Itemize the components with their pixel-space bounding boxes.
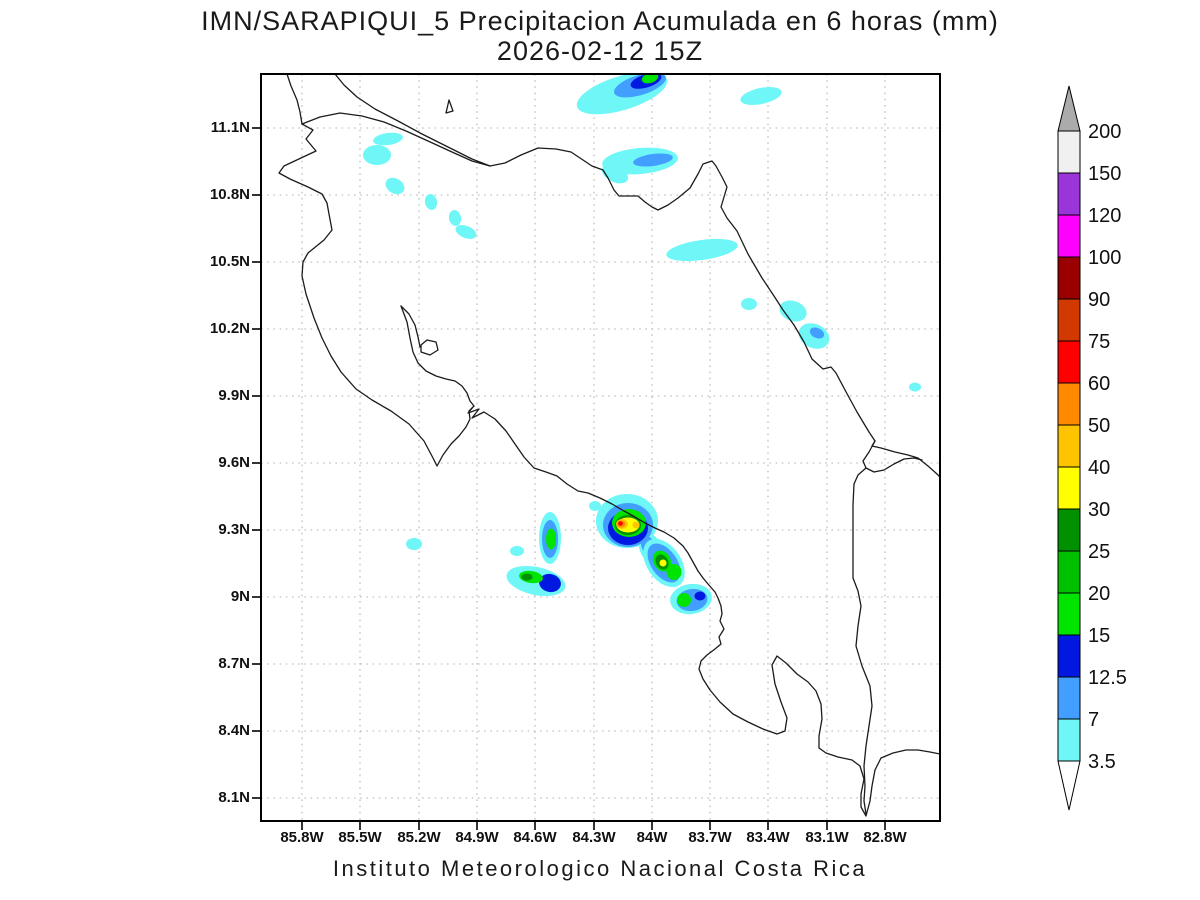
precip-dot <box>741 298 757 310</box>
colorbar-label: 150 <box>1088 163 1122 185</box>
lon-tick-label: 85.2W <box>397 829 441 846</box>
lon-tick-label: 85.5W <box>338 829 382 846</box>
colorbar-label: 3.5 <box>1088 751 1116 773</box>
precip-cell-north-patch <box>601 147 678 184</box>
lat-tick-label: 8.1N <box>218 789 250 806</box>
precip-cell-south-chain <box>670 583 712 615</box>
gulf-estuary-branch <box>400 305 421 348</box>
colorbar-label: 75 <box>1088 331 1111 353</box>
colorbar-label: 20 <box>1088 583 1111 605</box>
colorbar-label: 25 <box>1088 541 1111 563</box>
precip-dot <box>510 546 524 556</box>
lat-tick-label: 10.2N <box>209 320 250 337</box>
colorbar-label: 12.5 <box>1088 667 1127 689</box>
lat-tick-label: 8.7N <box>218 655 250 672</box>
lake-island-triangle <box>445 99 454 114</box>
precip-cell-yellow-core <box>643 538 685 588</box>
colorbar-label: 30 <box>1088 499 1111 521</box>
lon-tick-label: 84.9W <box>455 829 499 846</box>
precip-streak <box>666 238 738 262</box>
colorbar-box-3.5-7 <box>1057 718 1081 762</box>
coastline-layer <box>278 74 940 817</box>
lat-tick-label: 8.4N <box>218 722 250 739</box>
precip-cell-caribbean <box>798 323 830 349</box>
colorbar-box-50-60 <box>1057 382 1081 426</box>
lat-tick-label: 11.1N <box>210 119 250 136</box>
gulf-of-nicoya-inner <box>400 305 475 407</box>
border-nicaragua-lower <box>301 112 491 167</box>
precip-cell-north-edge <box>576 74 668 115</box>
coastline-caribbean-border <box>334 74 940 478</box>
lon-tick-label: 84.6W <box>513 829 557 846</box>
colorbar-label: 7 <box>1088 709 1100 731</box>
precipitation-shading <box>363 74 921 615</box>
axis-ticks-left <box>252 127 261 799</box>
precip-guanacaste-showers <box>363 132 477 239</box>
colorbar-under-arrow <box>1057 760 1081 811</box>
colorbar-box-15-20 <box>1057 592 1081 636</box>
lat-tick-label: 10.8N <box>209 186 250 203</box>
colorbar-label: 120 <box>1088 205 1122 227</box>
graticule-grid <box>261 74 940 821</box>
map-frame-group <box>252 73 941 830</box>
precip-dot <box>406 538 422 550</box>
precip-dot <box>779 300 807 322</box>
footer-credit: Instituto Meteorologico Nacional Costa R… <box>332 856 868 881</box>
axis-ticks-bottom <box>301 821 886 830</box>
colorbar-label: 100 <box>1088 247 1122 269</box>
colorbar-box-150-200 <box>1057 130 1081 174</box>
colorbar-label: 50 <box>1088 415 1111 437</box>
border-panama <box>852 467 873 815</box>
precip-cell-sw-elongated <box>506 565 566 597</box>
precip-streak <box>740 87 782 105</box>
lon-tick-label: 85.8W <box>280 829 324 846</box>
colorbar-box-20-25 <box>1057 550 1081 594</box>
precip-dot <box>909 382 921 392</box>
lat-tick-label: 9.3N <box>218 521 250 538</box>
colorbar-box-100-120 <box>1057 214 1081 258</box>
colorbar <box>1057 85 1081 811</box>
se-lagoon <box>862 440 923 473</box>
colorbar-label: 40 <box>1088 457 1111 479</box>
lon-tick-label: 84.3W <box>572 829 616 846</box>
lat-tick-label: 9.6N <box>218 454 250 471</box>
colorbar-label: 15 <box>1088 625 1111 647</box>
lon-tick-label: 83.7W <box>688 829 732 846</box>
colorbar-box-75-90 <box>1057 298 1081 342</box>
lat-tick-label: 10.5N <box>209 253 250 270</box>
lon-tick-label: 83.1W <box>805 829 849 846</box>
map-frame <box>260 73 941 822</box>
precip-dot <box>589 501 601 511</box>
coastline-pacific <box>278 74 940 817</box>
colorbar-box-25-30 <box>1057 508 1081 552</box>
colorbar-label: 200 <box>1088 121 1122 143</box>
colorbar-box-30-40 <box>1057 466 1081 510</box>
lon-tick-label: 82.8W <box>863 829 907 846</box>
precip-cell-inland-vertical <box>539 512 561 564</box>
colorbar-box-7-12.5 <box>1057 676 1081 720</box>
map-title: IMN/SARAPIQUI_5 Precipitacion Acumulada … <box>201 6 999 36</box>
colorbar-box-120-150 <box>1057 172 1081 216</box>
colorbar-over-arrow <box>1057 85 1081 132</box>
colorbar-label: 90 <box>1088 289 1111 311</box>
colorbar-box-60-75 <box>1057 340 1081 384</box>
chira-island <box>420 339 439 356</box>
lat-tick-label: 9.9N <box>218 387 250 404</box>
colorbar-box-12.5-15 <box>1057 634 1081 678</box>
colorbar-box-40-50 <box>1057 424 1081 468</box>
colorbar-label: 60 <box>1088 373 1111 395</box>
lat-tick-label: 9N <box>230 588 250 605</box>
colorbar-box-90-100 <box>1057 256 1081 300</box>
lon-tick-label: 84W <box>636 829 668 846</box>
lon-tick-label: 83.4W <box>746 829 790 846</box>
map-subtitle-datetime: 2026-02-12 15Z <box>496 36 704 66</box>
